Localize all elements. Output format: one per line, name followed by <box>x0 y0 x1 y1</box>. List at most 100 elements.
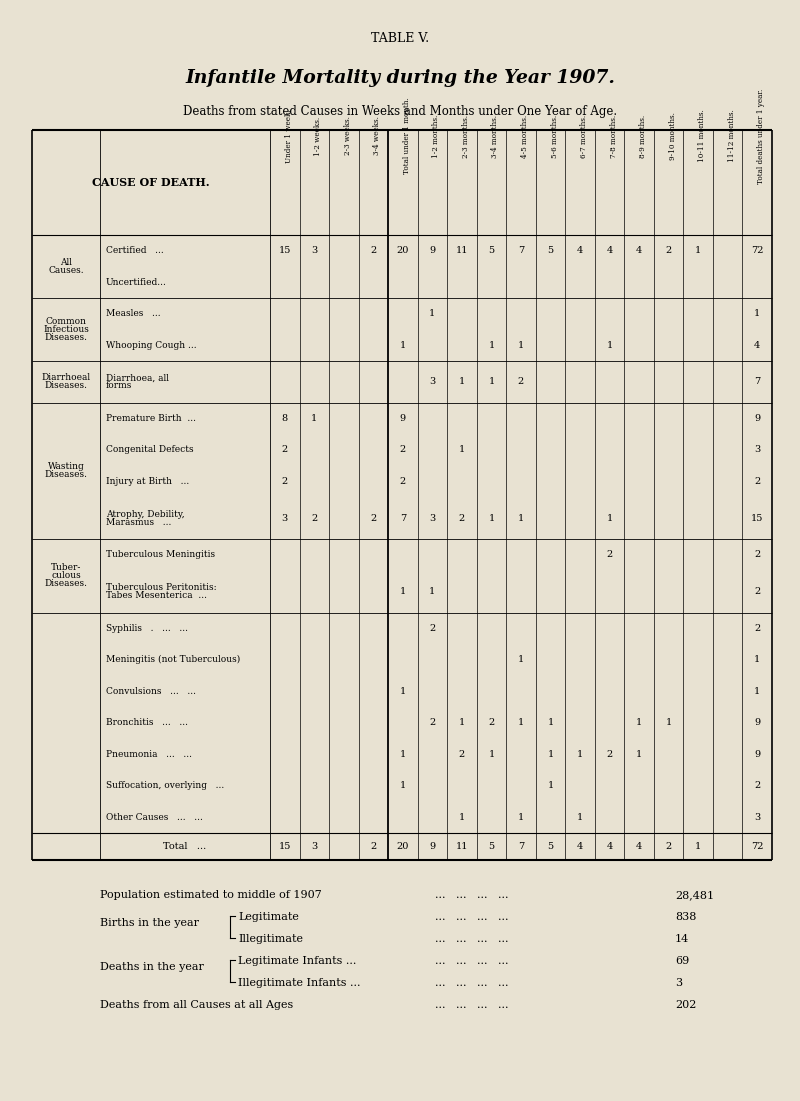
Text: Diseases.: Diseases. <box>45 579 87 588</box>
Text: Convulsions   ...   ...: Convulsions ... ... <box>106 687 196 696</box>
Text: Atrophy, Debility,: Atrophy, Debility, <box>106 510 185 519</box>
Text: Other Causes   ...   ...: Other Causes ... ... <box>106 813 203 821</box>
Text: Population estimated to middle of 1907: Population estimated to middle of 1907 <box>100 890 322 900</box>
Text: 1: 1 <box>488 750 494 759</box>
Text: Diseases.: Diseases. <box>45 470 87 479</box>
Text: 9: 9 <box>400 414 406 423</box>
Text: 1: 1 <box>547 750 554 759</box>
Text: 1: 1 <box>666 718 672 727</box>
Text: ...   ...   ...   ...: ... ... ... ... <box>435 1000 509 1010</box>
Text: 1: 1 <box>459 378 465 386</box>
Text: ...   ...   ...   ...: ... ... ... ... <box>435 912 509 922</box>
Text: 1: 1 <box>311 414 318 423</box>
Text: 1-2 weeks.: 1-2 weeks. <box>314 117 322 155</box>
Text: ...   ...   ...   ...: ... ... ... ... <box>435 934 509 944</box>
Text: 1: 1 <box>400 687 406 696</box>
Text: 2: 2 <box>400 477 406 486</box>
Text: 2: 2 <box>754 781 760 791</box>
Text: 1: 1 <box>459 718 465 727</box>
Text: 2: 2 <box>370 247 377 255</box>
Text: 9: 9 <box>754 718 760 727</box>
Text: 1: 1 <box>518 655 524 664</box>
Text: 202: 202 <box>675 1000 696 1010</box>
Text: Illegitimate: Illegitimate <box>238 934 303 944</box>
Text: 2: 2 <box>754 587 760 596</box>
Text: Wasting: Wasting <box>48 462 84 471</box>
Text: 7: 7 <box>754 378 760 386</box>
Text: Marasmus   ...: Marasmus ... <box>106 517 171 526</box>
Text: Injury at Birth   ...: Injury at Birth ... <box>106 477 190 486</box>
Text: Total   ...: Total ... <box>163 842 206 851</box>
Text: Diseases.: Diseases. <box>45 333 87 342</box>
Text: Syphilis   .   ...   ...: Syphilis . ... ... <box>106 624 188 633</box>
Text: 1: 1 <box>488 514 494 523</box>
Text: Legitimate: Legitimate <box>238 912 299 922</box>
Text: Diarrhoeal: Diarrhoeal <box>42 373 90 382</box>
Text: Measles   ...: Measles ... <box>106 309 161 318</box>
Text: Premature Birth  ...: Premature Birth ... <box>106 414 196 423</box>
Text: 1: 1 <box>430 309 435 318</box>
Text: Tuberculous Meningitis: Tuberculous Meningitis <box>106 550 215 559</box>
Text: 2: 2 <box>370 514 377 523</box>
Text: Infantile Mortality during the Year 1907.: Infantile Mortality during the Year 1907… <box>185 69 615 87</box>
Text: 1: 1 <box>518 718 524 727</box>
Text: Suffocation, overlying   ...: Suffocation, overlying ... <box>106 781 224 791</box>
Text: 5: 5 <box>547 842 554 851</box>
Text: 15: 15 <box>278 842 291 851</box>
Text: 7: 7 <box>400 514 406 523</box>
Text: 2: 2 <box>370 842 377 851</box>
Text: 1: 1 <box>400 750 406 759</box>
Text: 1: 1 <box>518 813 524 821</box>
Text: 1: 1 <box>606 340 613 350</box>
Text: 11-12 months.: 11-12 months. <box>728 110 736 162</box>
Text: Bronchitis   ...   ...: Bronchitis ... ... <box>106 718 188 727</box>
Text: 28,481: 28,481 <box>675 890 714 900</box>
Text: 4: 4 <box>636 842 642 851</box>
Text: 10-11 months.: 10-11 months. <box>698 110 706 162</box>
Text: 4: 4 <box>754 340 760 350</box>
Text: 1: 1 <box>695 842 702 851</box>
Text: 3-4 months.: 3-4 months. <box>491 115 499 157</box>
Text: 4: 4 <box>606 842 613 851</box>
Text: 15: 15 <box>278 247 291 255</box>
Text: 4: 4 <box>577 842 583 851</box>
Text: 1: 1 <box>518 514 524 523</box>
Text: Tuber-: Tuber- <box>51 564 81 573</box>
Text: 2: 2 <box>666 842 672 851</box>
Text: 4: 4 <box>577 247 583 255</box>
Text: Births in the year: Births in the year <box>100 918 199 928</box>
Text: 7: 7 <box>518 247 524 255</box>
Text: Diseases.: Diseases. <box>45 381 87 391</box>
Text: 2: 2 <box>311 514 318 523</box>
Text: 3: 3 <box>754 446 760 455</box>
Text: 2: 2 <box>430 624 435 633</box>
Text: 4-5 months.: 4-5 months. <box>521 115 529 157</box>
Text: CAUSE OF DEATH.: CAUSE OF DEATH. <box>92 177 210 188</box>
Text: 7: 7 <box>518 842 524 851</box>
Text: 69: 69 <box>675 956 690 966</box>
Text: 3: 3 <box>754 813 760 821</box>
Text: 2-3 weeks.: 2-3 weeks. <box>344 117 352 155</box>
Text: 2: 2 <box>459 514 465 523</box>
Text: 11: 11 <box>456 247 468 255</box>
Text: Whooping Cough ...: Whooping Cough ... <box>106 340 197 350</box>
Text: 1: 1 <box>488 378 494 386</box>
Text: 2: 2 <box>518 378 524 386</box>
Text: Uncertified...: Uncertified... <box>106 277 167 286</box>
Text: 20: 20 <box>397 842 409 851</box>
Text: Diarrhoea, all: Diarrhoea, all <box>106 373 169 382</box>
Text: forms: forms <box>106 381 132 391</box>
Text: 5: 5 <box>547 247 554 255</box>
Text: Deaths from stated Causes in Weeks and Months under One Year of Age.: Deaths from stated Causes in Weeks and M… <box>183 106 617 119</box>
Text: 6-7 months.: 6-7 months. <box>580 115 588 157</box>
Text: 1: 1 <box>400 587 406 596</box>
Text: Congenital Defects: Congenital Defects <box>106 446 194 455</box>
Text: 7-8 months.: 7-8 months. <box>610 115 618 157</box>
Text: Under 1 week.: Under 1 week. <box>285 109 293 163</box>
Text: 8: 8 <box>282 414 288 423</box>
Text: TABLE V.: TABLE V. <box>371 32 429 44</box>
Text: 20: 20 <box>397 247 409 255</box>
Text: Causes.: Causes. <box>48 266 84 275</box>
Text: 72: 72 <box>751 247 763 255</box>
Text: 1: 1 <box>400 340 406 350</box>
